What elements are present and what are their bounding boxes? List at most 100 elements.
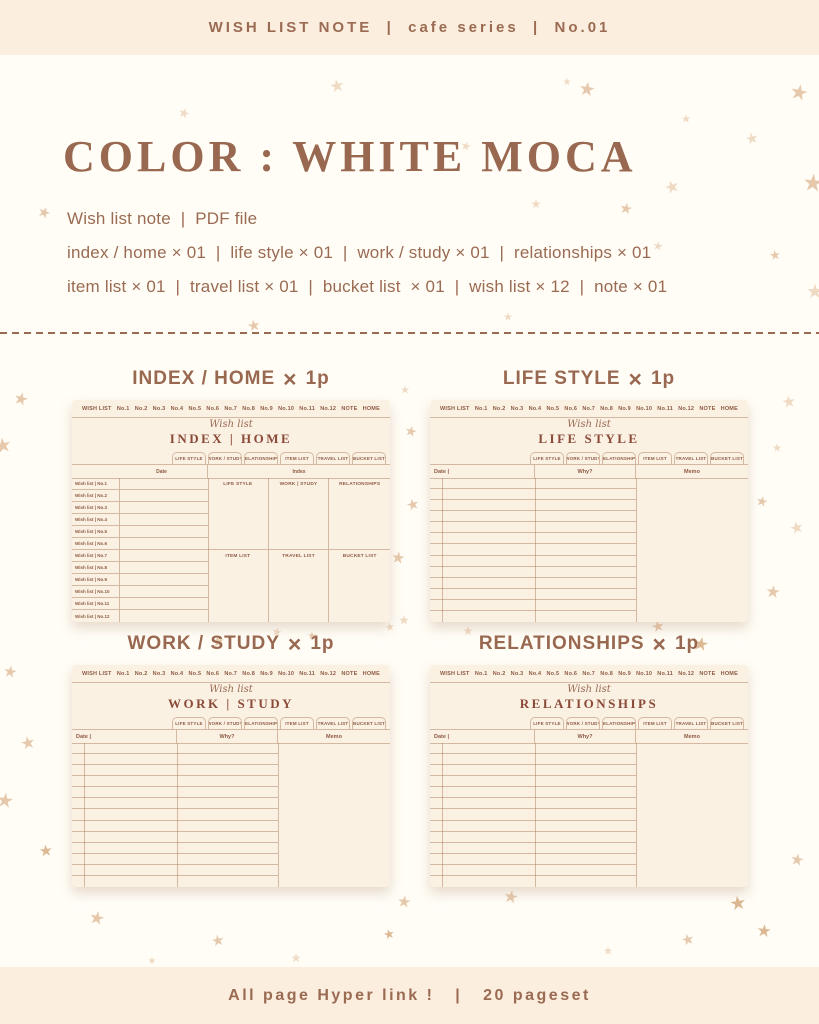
star-icon: ★ bbox=[381, 925, 397, 943]
nav-item: No.5 bbox=[188, 670, 202, 677]
star-icon: ★ bbox=[176, 104, 192, 122]
wishlist-row-label: Wish list | No.3 bbox=[72, 502, 120, 513]
page-tab: WORK / STUDY bbox=[208, 717, 242, 729]
nav-item: No.4 bbox=[170, 670, 184, 677]
index-group-row: LIFE STYLE WORK | STUDY RELATIONSHIPS bbox=[208, 478, 390, 550]
table-row bbox=[72, 876, 278, 887]
page-tab: ITEM LIST bbox=[638, 717, 672, 729]
section-heading: WORK / STUDY × 1p bbox=[72, 623, 390, 665]
nav-item: No.10 bbox=[636, 405, 653, 412]
index-table-header: Date Index bbox=[72, 465, 390, 479]
star-icon: ★ bbox=[11, 387, 31, 411]
star-icon: ★ bbox=[743, 129, 761, 149]
nav-item: No.9 bbox=[618, 405, 631, 412]
nav-item: No.3 bbox=[510, 405, 524, 412]
date-column-header: Date | bbox=[72, 730, 177, 743]
table-row: Wish list | No.3 bbox=[72, 502, 208, 514]
page-tab: ITEM LIST bbox=[638, 452, 672, 464]
list-table-header: Date | Why? Memo bbox=[430, 465, 748, 479]
list-table-body bbox=[72, 743, 390, 887]
page-tab: WORK / STUDY bbox=[208, 452, 242, 464]
product-format-line: Wish list note | PDF file bbox=[67, 209, 258, 228]
nav-item: No.12 bbox=[320, 405, 337, 412]
table-row bbox=[430, 821, 636, 832]
table-row bbox=[430, 611, 636, 622]
ruled-rows bbox=[72, 743, 278, 887]
section-page-count: 1p bbox=[674, 633, 700, 654]
page-tab: WORK / STUDY bbox=[566, 452, 600, 464]
star-icon: ★ bbox=[503, 311, 513, 324]
list-table-header: Date | Why? Memo bbox=[72, 730, 390, 744]
nav-item: No.12 bbox=[678, 670, 695, 677]
table-row: Wish list | No.5 bbox=[72, 526, 208, 538]
margin-rule bbox=[442, 743, 443, 887]
planner-table: Date Index Wish list | No.1 Wish list | No.… bbox=[72, 464, 390, 622]
script-subtitle: Wish list bbox=[567, 419, 611, 430]
script-subtitle: Wish list bbox=[209, 684, 253, 695]
table-row: Wish list | No.10 bbox=[72, 586, 208, 598]
star-icon: ★ bbox=[327, 75, 347, 97]
script-subtitle: Wish list bbox=[209, 419, 253, 430]
nav-item: No.1 bbox=[474, 670, 488, 677]
star-icon: ★ bbox=[209, 931, 227, 951]
times-symbol: × bbox=[652, 630, 667, 657]
wishlist-row-label: Wish list | No.7 bbox=[72, 550, 120, 561]
page-tab: ITEM LIST bbox=[280, 717, 314, 729]
nav-item: No.5 bbox=[546, 670, 560, 677]
table-row bbox=[430, 556, 636, 567]
planner-page-title: RELATIONSHIPS bbox=[519, 696, 659, 711]
planner-table: Date | Why? Memo bbox=[72, 729, 390, 887]
section-heading: RELATIONSHIPS × 1p bbox=[430, 623, 748, 665]
nav-item: No.10 bbox=[278, 405, 295, 412]
ruled-rows bbox=[430, 478, 636, 622]
preview-section: WORK / STUDY × 1p WISH LIST No.1 No.2 No.3 N… bbox=[72, 623, 390, 887]
nav-item: NOTE bbox=[341, 405, 358, 412]
table-row: Wish list | No.1 bbox=[72, 478, 208, 490]
times-symbol: × bbox=[628, 365, 643, 392]
star-icon: ★ bbox=[788, 850, 806, 871]
top-banner-text: WISH LIST NOTE | cafe series | No.01 bbox=[208, 19, 611, 36]
index-group-cell: RELATIONSHIPS bbox=[339, 482, 381, 487]
preview-section: RELATIONSHIPS × 1p WISH LIST No.1 No.2 No.3… bbox=[430, 623, 748, 887]
wishlist-row-label: Wish list | No.1 bbox=[72, 478, 120, 489]
nav-item: WISH LIST bbox=[440, 670, 470, 677]
nav-item: No.9 bbox=[618, 670, 631, 677]
star-icon: ★ bbox=[0, 788, 16, 814]
page-tab: LIFE STYLE bbox=[530, 452, 564, 464]
nav-item: No.11 bbox=[299, 670, 315, 677]
table-row bbox=[430, 544, 636, 556]
table-row: Wish list | No.6 bbox=[72, 538, 208, 550]
index-group-cell: BUCKET LIST bbox=[342, 554, 377, 559]
table-row bbox=[430, 854, 636, 865]
table-row bbox=[430, 600, 636, 611]
nav-item: No.7 bbox=[582, 670, 596, 677]
page-tab: RELATIONSHIPS bbox=[602, 717, 636, 729]
margin-rule bbox=[442, 478, 443, 622]
star-icon: ★ bbox=[501, 886, 521, 908]
table-row bbox=[430, 567, 636, 578]
nav-item: No.7 bbox=[224, 405, 238, 412]
nav-item: No.11 bbox=[299, 405, 315, 412]
table-row bbox=[430, 787, 636, 799]
wishlist-row-label: Wish list | No.4 bbox=[72, 514, 120, 525]
planner-page-preview: WISH LIST No.1 No.2 No.3 No.4 No.5 No.6 No.7 No.… bbox=[430, 665, 748, 887]
table-row bbox=[430, 578, 636, 589]
section-heading-label: INDEX / HOME bbox=[132, 368, 276, 389]
star-icon: ★ bbox=[764, 581, 782, 603]
nav-item: No.4 bbox=[528, 670, 542, 677]
memo-column-header: Memo bbox=[326, 733, 342, 740]
page-tab: TRAVEL LIST bbox=[674, 452, 708, 464]
table-row bbox=[72, 821, 278, 832]
preview-grid: INDEX / HOME × 1p WISH LIST No.1 No.2 No.3 N… bbox=[72, 358, 748, 887]
list-table-header: Date | Why? Memo bbox=[430, 730, 748, 744]
star-icon: ★ bbox=[147, 956, 157, 967]
wishlist-row-label: Wish list | No.9 bbox=[72, 574, 120, 585]
nav-item: No.9 bbox=[260, 405, 273, 412]
page-title: COLOR : WHITE MOCA bbox=[63, 132, 637, 181]
table-row: Wish list | No.12 bbox=[72, 610, 208, 622]
table-row bbox=[430, 533, 636, 545]
